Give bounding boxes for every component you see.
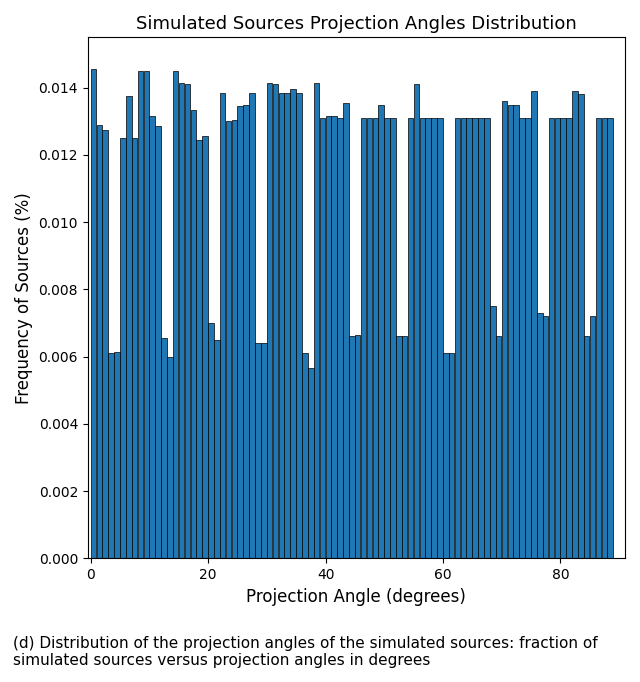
Bar xyxy=(255,343,260,559)
Bar xyxy=(185,85,190,559)
Bar xyxy=(572,91,578,559)
Bar xyxy=(138,71,143,559)
Bar xyxy=(120,138,125,559)
Bar xyxy=(267,83,273,559)
Bar xyxy=(548,118,554,559)
Bar xyxy=(419,118,425,559)
Bar xyxy=(602,118,607,559)
Bar xyxy=(561,118,566,559)
Bar xyxy=(384,118,390,559)
Bar xyxy=(455,118,460,559)
Bar xyxy=(173,71,179,559)
Bar xyxy=(607,118,613,559)
Bar xyxy=(143,71,149,559)
Bar xyxy=(525,118,531,559)
Text: (d) Distribution of the projection angles of the simulated sources: fraction of
: (d) Distribution of the projection angle… xyxy=(13,636,597,668)
Bar xyxy=(343,103,349,559)
Bar xyxy=(296,93,302,559)
Bar xyxy=(566,118,572,559)
Bar xyxy=(408,118,413,559)
Bar xyxy=(91,70,96,559)
Bar xyxy=(531,91,536,559)
Bar xyxy=(156,126,161,559)
Bar xyxy=(332,117,337,559)
Title: Simulated Sources Projection Angles Distribution: Simulated Sources Projection Angles Dist… xyxy=(136,15,577,33)
Bar xyxy=(355,335,360,559)
Bar xyxy=(220,93,225,559)
Bar xyxy=(114,352,120,559)
Bar xyxy=(367,118,372,559)
Bar xyxy=(537,313,543,559)
Bar xyxy=(449,353,454,559)
Bar xyxy=(291,89,296,559)
Bar xyxy=(308,368,314,559)
Bar xyxy=(208,323,214,559)
Bar xyxy=(461,118,466,559)
Bar xyxy=(349,336,355,559)
Bar xyxy=(261,343,266,559)
Bar xyxy=(179,83,184,559)
Bar xyxy=(314,83,319,559)
Bar xyxy=(97,125,102,559)
Bar xyxy=(320,118,325,559)
Bar xyxy=(278,93,284,559)
Bar xyxy=(337,118,343,559)
Bar xyxy=(443,353,449,559)
Bar xyxy=(273,85,278,559)
Bar xyxy=(191,110,196,559)
Bar xyxy=(390,118,396,559)
Bar xyxy=(126,96,131,559)
Bar xyxy=(496,336,501,559)
Bar xyxy=(490,306,495,559)
Bar xyxy=(361,118,366,559)
Y-axis label: Frequency of Sources (%): Frequency of Sources (%) xyxy=(15,192,33,404)
Bar xyxy=(437,118,443,559)
Bar xyxy=(502,101,508,559)
Bar xyxy=(243,104,249,559)
Bar xyxy=(413,85,419,559)
Bar xyxy=(554,118,560,559)
Bar xyxy=(519,118,525,559)
Bar xyxy=(232,119,237,559)
Bar xyxy=(202,136,208,559)
Bar xyxy=(472,118,478,559)
Bar xyxy=(478,118,484,559)
Bar xyxy=(508,104,513,559)
Bar xyxy=(326,117,331,559)
Bar xyxy=(584,336,589,559)
Bar xyxy=(543,316,548,559)
Bar xyxy=(467,118,472,559)
X-axis label: Projection Angle (degrees): Projection Angle (degrees) xyxy=(246,588,467,606)
Bar xyxy=(237,106,243,559)
Bar xyxy=(590,316,595,559)
Bar xyxy=(484,118,490,559)
Bar xyxy=(108,353,114,559)
Bar xyxy=(426,118,431,559)
Bar xyxy=(167,357,173,559)
Bar xyxy=(214,340,220,559)
Bar xyxy=(396,336,401,559)
Bar xyxy=(249,93,255,559)
Bar xyxy=(149,117,155,559)
Bar xyxy=(372,118,378,559)
Bar xyxy=(196,140,202,559)
Bar xyxy=(513,104,519,559)
Bar xyxy=(102,130,108,559)
Bar xyxy=(578,95,584,559)
Bar xyxy=(402,336,408,559)
Bar xyxy=(161,338,167,559)
Bar xyxy=(284,93,290,559)
Bar xyxy=(596,118,601,559)
Bar xyxy=(302,353,308,559)
Bar xyxy=(378,104,384,559)
Bar xyxy=(226,121,231,559)
Bar xyxy=(431,118,437,559)
Bar xyxy=(132,138,138,559)
